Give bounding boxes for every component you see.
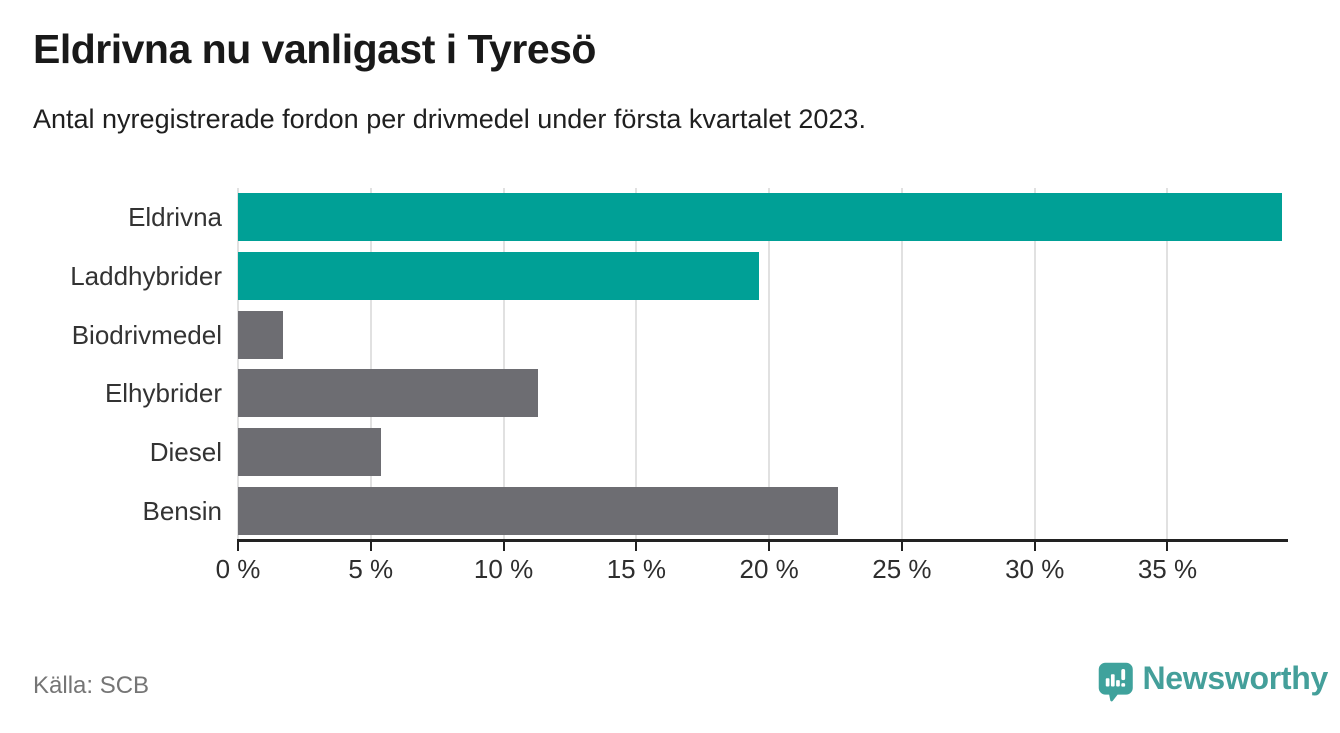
x-tick-label-15: 15 % xyxy=(606,554,666,584)
category-label-elhybrider: Elhybrider xyxy=(104,378,222,409)
x-tick-label-25: 25 % xyxy=(872,554,932,584)
bar-diesel xyxy=(238,428,382,477)
x-tick-20 xyxy=(768,542,771,551)
newsworthy-logo-text: Newsworthy xyxy=(1142,660,1329,696)
category-label-diesel: Diesel xyxy=(149,437,222,468)
x-tick-label-0: 0 % xyxy=(215,554,261,584)
category-label-biodrivmedel: Biodrivmedel xyxy=(71,319,222,350)
plot-area: Eldrivna Laddhybrider Biodrivmedel Elhybrid… xyxy=(70,188,1288,584)
x-tick-0 xyxy=(237,542,239,551)
x-tick-25 xyxy=(900,542,903,551)
newsworthy-logo: Newsworthy xyxy=(1098,654,1328,716)
bar-elhybrider xyxy=(238,369,539,418)
gridline-15 xyxy=(635,188,638,540)
gridline-35 xyxy=(1166,188,1169,540)
x-tick-30 xyxy=(1033,542,1036,551)
gridline-20 xyxy=(768,188,771,540)
chart-title: Eldrivna nu vanligast i Tyresö xyxy=(33,26,596,72)
gridline-0 xyxy=(237,188,239,540)
chart-subtitle: Antal nyregistrerade fordon per drivmede… xyxy=(33,104,866,134)
gridline-10 xyxy=(502,188,505,540)
bar-bensin xyxy=(238,487,839,535)
bar-biodrivmedel xyxy=(238,310,284,359)
x-tick-10 xyxy=(502,542,505,551)
bar-laddhybrider xyxy=(238,251,759,300)
x-axis-line xyxy=(237,539,1288,542)
x-tick-label-35: 35 % xyxy=(1137,554,1198,584)
category-label-bensin: Bensin xyxy=(142,496,223,526)
gridline-25 xyxy=(900,188,903,540)
newsworthy-bubble-icon xyxy=(1098,662,1133,702)
x-tick-35 xyxy=(1166,542,1169,551)
source-label: Källa: SCB xyxy=(33,672,150,699)
x-tick-label-20: 20 % xyxy=(739,554,799,584)
bar-eldrivna xyxy=(238,193,1282,241)
x-tick-label-10: 10 % xyxy=(473,554,534,584)
gridline-5 xyxy=(369,188,372,540)
x-tick-5 xyxy=(369,542,372,551)
category-label-eldrivna: Eldrivna xyxy=(128,202,222,232)
gridline-30 xyxy=(1033,188,1036,540)
category-label-laddhybrider: Laddhybrider xyxy=(70,260,222,291)
x-tick-15 xyxy=(635,542,638,551)
x-tick-label-30: 30 % xyxy=(1005,554,1065,584)
x-tick-label-5: 5 % xyxy=(348,554,394,584)
